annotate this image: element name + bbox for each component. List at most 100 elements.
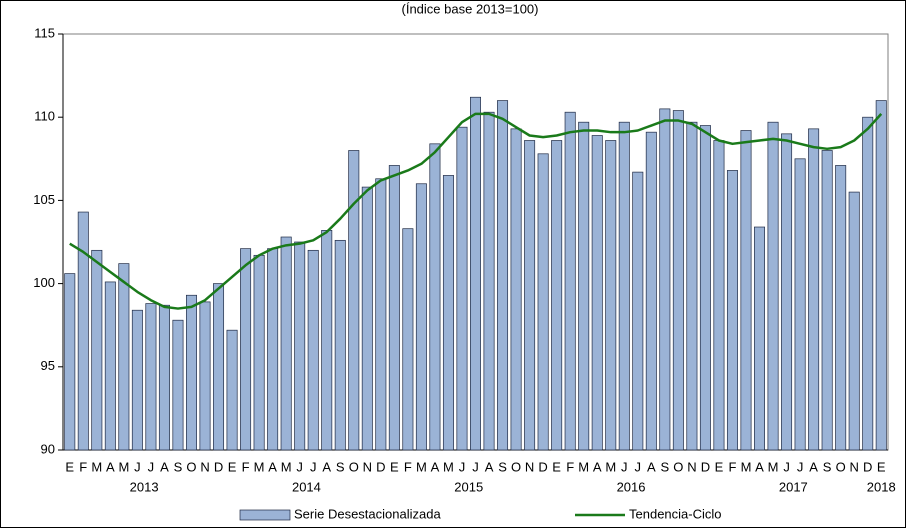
x-tick-label: D — [701, 459, 710, 474]
bar — [185, 294, 197, 451]
x-tick-label: J — [472, 459, 479, 474]
x-tick-label: F — [566, 459, 574, 474]
x-tick-label: J — [459, 459, 466, 474]
x-tick-label: A — [431, 459, 440, 474]
bar — [618, 121, 630, 451]
x-tick-label: N — [200, 459, 209, 474]
bar — [862, 116, 874, 451]
bar — [307, 249, 319, 451]
chart-subtitle: (Índice base 2013=100) — [402, 1, 539, 16]
legend-swatch — [239, 509, 291, 521]
bar — [497, 100, 509, 451]
x-tick-label: O — [836, 459, 846, 474]
x-tick-label: J — [310, 459, 317, 474]
x-tick-label: N — [849, 459, 858, 474]
y-tick-label: 100 — [33, 275, 55, 290]
x-tick-label: A — [809, 459, 818, 474]
x-tick-label: M — [578, 459, 589, 474]
x-tick-label: A — [268, 459, 277, 474]
x-tick-label: O — [511, 459, 521, 474]
bar — [226, 329, 238, 451]
bar — [199, 301, 211, 451]
bar — [442, 175, 454, 451]
trend-line — [69, 112, 883, 310]
bar — [118, 263, 130, 451]
x-tick-label: D — [376, 459, 385, 474]
x-tick-label: F — [728, 459, 736, 474]
x-tick-label: A — [755, 459, 764, 474]
bar — [699, 125, 711, 451]
x-tick-label: S — [661, 459, 670, 474]
bar — [767, 121, 779, 451]
bar — [713, 140, 725, 451]
x-tick-label: D — [863, 459, 872, 474]
x-tick-label: M — [254, 459, 265, 474]
bar — [131, 309, 143, 451]
year-label: 2013 — [130, 479, 159, 494]
bar — [632, 171, 644, 451]
x-tick-label: S — [174, 459, 183, 474]
x-tick-label: S — [336, 459, 345, 474]
bar — [754, 226, 766, 451]
bar — [659, 108, 671, 451]
x-tick-label: M — [741, 459, 752, 474]
bar — [470, 96, 481, 451]
x-tick-label: E — [228, 459, 237, 474]
bar — [240, 248, 252, 451]
bar — [456, 126, 468, 451]
y-tick-label: 90 — [41, 441, 55, 456]
x-tick-label: E — [552, 459, 561, 474]
bar — [253, 254, 265, 451]
bar — [875, 100, 887, 451]
bar — [794, 158, 806, 451]
bar — [388, 165, 400, 451]
x-tick-label: O — [186, 459, 196, 474]
x-tick-label: J — [148, 459, 155, 474]
bar — [64, 273, 76, 451]
bar — [361, 186, 373, 451]
x-tick-label: M — [281, 459, 292, 474]
x-tick-label: E — [715, 459, 724, 474]
bar — [781, 133, 793, 451]
x-tick-label: M — [605, 459, 616, 474]
bar — [145, 303, 157, 451]
bar — [104, 281, 116, 451]
bar — [429, 143, 441, 451]
x-tick-label: M — [443, 459, 454, 474]
bar — [835, 165, 847, 451]
bar — [740, 130, 752, 451]
x-tick-label: O — [673, 459, 683, 474]
x-tick-label: J — [797, 459, 804, 474]
y-tick-label: 115 — [34, 25, 55, 40]
bar — [672, 110, 684, 451]
x-tick-label: M — [416, 459, 427, 474]
x-tick-label: M — [91, 459, 102, 474]
x-tick-label: J — [296, 459, 303, 474]
x-tick-label: A — [647, 459, 656, 474]
bar — [375, 178, 387, 451]
bar — [415, 183, 427, 451]
bar — [551, 140, 563, 451]
x-tick-label: A — [485, 459, 494, 474]
bar — [213, 283, 225, 451]
x-tick-label: A — [593, 459, 602, 474]
x-tick-label: A — [160, 459, 169, 474]
x-tick-label: J — [783, 459, 790, 474]
year-label: 2018 — [867, 479, 896, 494]
x-tick-label: J — [635, 459, 642, 474]
bar — [686, 121, 698, 451]
bar — [348, 150, 360, 451]
year-label: 2015 — [454, 479, 483, 494]
bar — [821, 150, 833, 451]
bar — [537, 153, 549, 451]
x-tick-label: N — [363, 459, 372, 474]
bar — [510, 128, 522, 451]
bar — [280, 236, 292, 451]
x-tick-label: M — [768, 459, 779, 474]
bar — [267, 248, 279, 451]
bar — [294, 241, 306, 451]
bar — [321, 230, 333, 451]
x-tick-label: D — [538, 459, 547, 474]
bar — [172, 319, 184, 451]
